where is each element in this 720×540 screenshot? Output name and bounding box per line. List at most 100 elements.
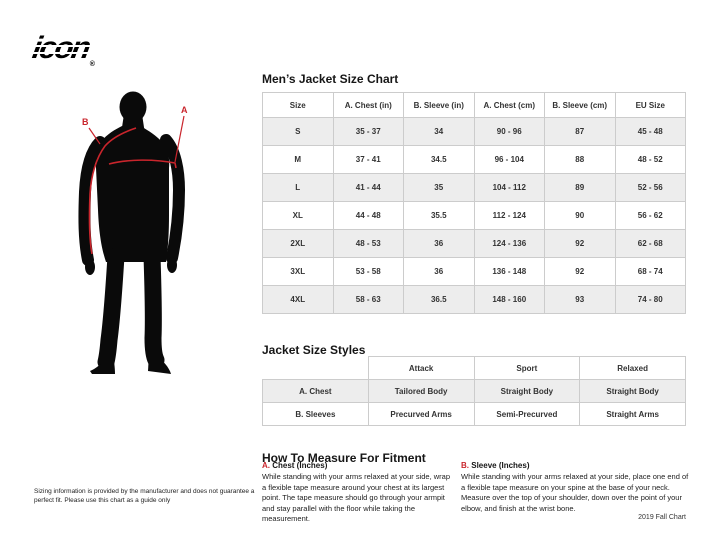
standing-male-silhouette-icon [78, 91, 186, 374]
value-cell: 74 - 80 [614, 285, 686, 314]
value-cell: 90 - 96 [473, 117, 545, 146]
value-cell: Straight Body [579, 379, 686, 403]
measure-sleeve-body: While standing with your arms relaxed at… [461, 472, 689, 513]
value-cell: 36 [403, 257, 475, 286]
value-cell: Precurved Arms [367, 402, 475, 426]
chart-version: 2019 Fall Chart [638, 514, 686, 521]
silhouette-right-foot [148, 354, 171, 374]
value-cell: 35 [403, 173, 475, 202]
chest-measurement-line [108, 159, 177, 169]
value-cell: 112 - 124 [473, 201, 545, 230]
table-row: S 35 - 37 34 90 - 96 87 45 - 48 [262, 117, 686, 146]
table-row: XL 44 - 48 35.5 112 - 124 90 56 - 62 [262, 201, 686, 230]
measure-title: How To Measure For Fitment [262, 450, 426, 465]
table-row: A. Chest Tailored Body Straight Body Straig… [262, 379, 686, 403]
footnote: Sizing information is provided by the ma… [34, 487, 258, 506]
label-b-pointer-line [88, 127, 101, 145]
logo-slat-decoration [33, 45, 135, 47]
silhouette-left-leg [97, 247, 125, 371]
row-label-cell: 4XL [262, 285, 334, 314]
table-row: L 41 - 44 35 104 - 112 89 52 - 56 [262, 173, 686, 202]
silhouette-right-hand [167, 257, 177, 273]
value-cell: 41 - 44 [332, 173, 404, 202]
value-cell: 34 [403, 117, 475, 146]
value-cell: 89 [544, 173, 616, 202]
value-cell: 96 - 104 [473, 145, 545, 174]
column-header: EU Size [614, 92, 686, 118]
silhouette-left-arm [78, 136, 106, 266]
column-header: Relaxed [579, 356, 686, 380]
footnote-line1: Sizing information is provided by the ma… [34, 488, 255, 505]
silhouette-body [78, 91, 186, 374]
value-cell: 92 [544, 229, 616, 258]
column-header: Size [262, 92, 334, 118]
table-header-row: Attack Sport Relaxed [263, 356, 686, 380]
value-cell: 92 [544, 257, 616, 286]
silhouette-torso [95, 126, 170, 262]
table-header-row: Size A. Chest (in) B. Sleeve (in) A. Chest … [262, 92, 686, 118]
brand-logo: icon® [30, 30, 153, 68]
row-label-cell: L [262, 173, 334, 202]
measurement-lines [88, 115, 185, 255]
value-cell: 62 - 68 [614, 229, 686, 258]
value-cell: 44 - 48 [332, 201, 404, 230]
table-row: 4XL 58 - 63 36.5 148 - 160 93 74 - 80 [262, 285, 686, 314]
footnote-line2: Please use this chart as a guide only [64, 497, 171, 505]
value-cell: 35.5 [403, 201, 475, 230]
value-cell: 88 [544, 145, 616, 174]
value-cell: 90 [544, 201, 616, 230]
row-label-cell: B. Sleeves [262, 402, 369, 426]
value-cell: 58 - 63 [332, 285, 404, 314]
label-a-pointer-line [174, 115, 185, 163]
measure-chest-heading: A. Chest (Inches) [262, 461, 454, 471]
column-header: A. Chest (in) [332, 92, 404, 118]
sleeve-measurement-line [88, 127, 137, 255]
value-cell: 37 - 41 [332, 145, 404, 174]
size-chart-title: Men’s Jacket Size Chart [262, 71, 399, 86]
value-cell: Straight Arms [579, 402, 686, 426]
value-cell: 56 - 62 [614, 201, 686, 230]
value-cell: 68 - 74 [614, 257, 686, 286]
logo-slat-decoration [33, 52, 135, 54]
value-cell: 53 - 58 [332, 257, 404, 286]
measure-chest-heading-text: Chest (Inches) [272, 461, 328, 470]
styles-table: Attack Sport Relaxed A. Chest Tailored Body S… [262, 356, 686, 426]
measurement-label-a: A [181, 105, 188, 115]
column-header [263, 357, 369, 380]
value-cell: 48 - 52 [614, 145, 686, 174]
registered-trademark-icon: ® [89, 61, 95, 68]
row-label-cell: XL [262, 201, 334, 230]
brand-logo-text: icon [30, 30, 92, 65]
value-cell: 136 - 148 [473, 257, 545, 286]
silhouette-right-leg [143, 247, 165, 369]
table-row: 2XL 48 - 53 36 124 - 136 92 62 - 68 [262, 229, 686, 258]
measure-sleeve-heading-text: Sleeve (Inches) [471, 461, 530, 470]
row-label-cell: 3XL [262, 257, 334, 286]
value-cell: 36.5 [403, 285, 475, 314]
value-cell: 45 - 48 [614, 117, 686, 146]
table-row: M 37 - 41 34.5 96 - 104 88 48 - 52 [262, 145, 686, 174]
column-header: B. Sleeve (in) [403, 92, 475, 118]
row-label-cell: 2XL [262, 229, 334, 258]
table-row: B. Sleeves Precurved Arms Semi-Precurved St… [262, 402, 686, 426]
value-cell: 34.5 [403, 145, 475, 174]
value-cell: 35 - 37 [332, 117, 404, 146]
measure-section-chest: A. Chest (Inches) While standing with yo… [262, 461, 454, 525]
measure-chest-letter: A. [262, 461, 270, 470]
size-chart-table: Size A. Chest (in) B. Sleeve (in) A. Chest … [262, 92, 686, 314]
value-cell: 124 - 136 [473, 229, 545, 258]
column-header: A. Chest (cm) [473, 92, 545, 118]
silhouette-left-hand [85, 259, 95, 275]
value-cell: 52 - 56 [614, 173, 686, 202]
value-cell: 148 - 160 [473, 285, 545, 314]
measure-sleeve-letter: B. [461, 461, 469, 470]
value-cell: Semi-Precurved [473, 402, 581, 426]
row-label-cell: M [262, 145, 334, 174]
value-cell: 104 - 112 [473, 173, 545, 202]
value-cell: 36 [403, 229, 475, 258]
value-cell: 87 [544, 117, 616, 146]
row-label-cell: A. Chest [262, 379, 369, 403]
column-header: Attack [367, 356, 475, 380]
row-label-cell: S [262, 117, 334, 146]
